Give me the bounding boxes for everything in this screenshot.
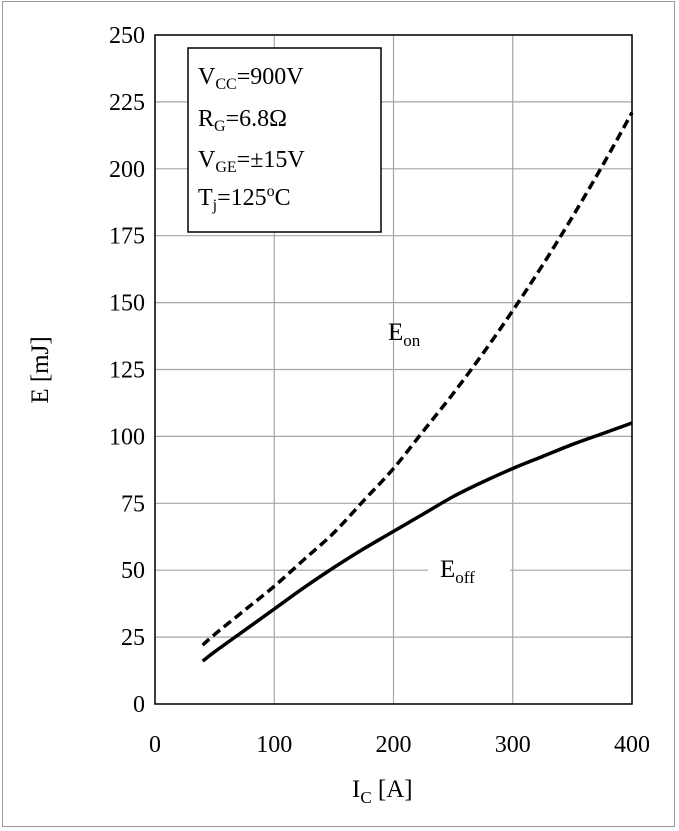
series-label-eon: Eon <box>388 319 421 350</box>
y-tick-label: 0 <box>133 692 145 718</box>
condition-line-1: VCC=900V <box>198 64 304 93</box>
y-tick-label: 175 <box>109 224 145 250</box>
y-tick-label: 200 <box>109 157 145 183</box>
y-axis-label: E [mJ] <box>27 336 54 403</box>
y-tick-label: 75 <box>121 491 145 517</box>
conditions-box: VCC=900V RG=6.8Ω VGE=±15V Tj=125oC <box>187 47 382 233</box>
x-tick-label: 100 <box>256 732 292 758</box>
plot-area-border <box>154 34 633 705</box>
x-tick-label: 200 <box>376 732 412 758</box>
y-tick-label: 225 <box>109 90 145 116</box>
condition-line-2: RG=6.8Ω <box>198 106 287 135</box>
condition-line-4: Tj=125oC <box>198 183 291 214</box>
series-line-eon <box>201 111 634 647</box>
series-line-eoff <box>201 421 633 663</box>
x-tick-labels: 0 100 200 300 400 <box>149 732 650 758</box>
y-tick-label: 150 <box>109 291 145 317</box>
y-tick-label: 250 <box>109 23 145 49</box>
x-tick-label: 300 <box>495 732 531 758</box>
x-tick-label: 0 <box>149 732 161 758</box>
y-tick-label: 25 <box>121 625 145 651</box>
series-lines <box>201 111 634 663</box>
condition-line-3: VGE=±15V <box>198 147 305 176</box>
y-tick-label: 125 <box>109 358 145 384</box>
x-axis-label: IC [A] <box>352 776 413 807</box>
eoff-label-background <box>428 542 510 600</box>
y-tick-labels: 0 25 50 75 100 125 150 175 200 225 250 <box>109 23 145 718</box>
conditions-box-border <box>187 47 382 233</box>
x-tick-label: 400 <box>614 732 650 758</box>
series-label-eoff: Eoff <box>440 556 475 587</box>
y-tick-label: 50 <box>121 558 145 584</box>
y-tick-label: 100 <box>109 424 145 450</box>
